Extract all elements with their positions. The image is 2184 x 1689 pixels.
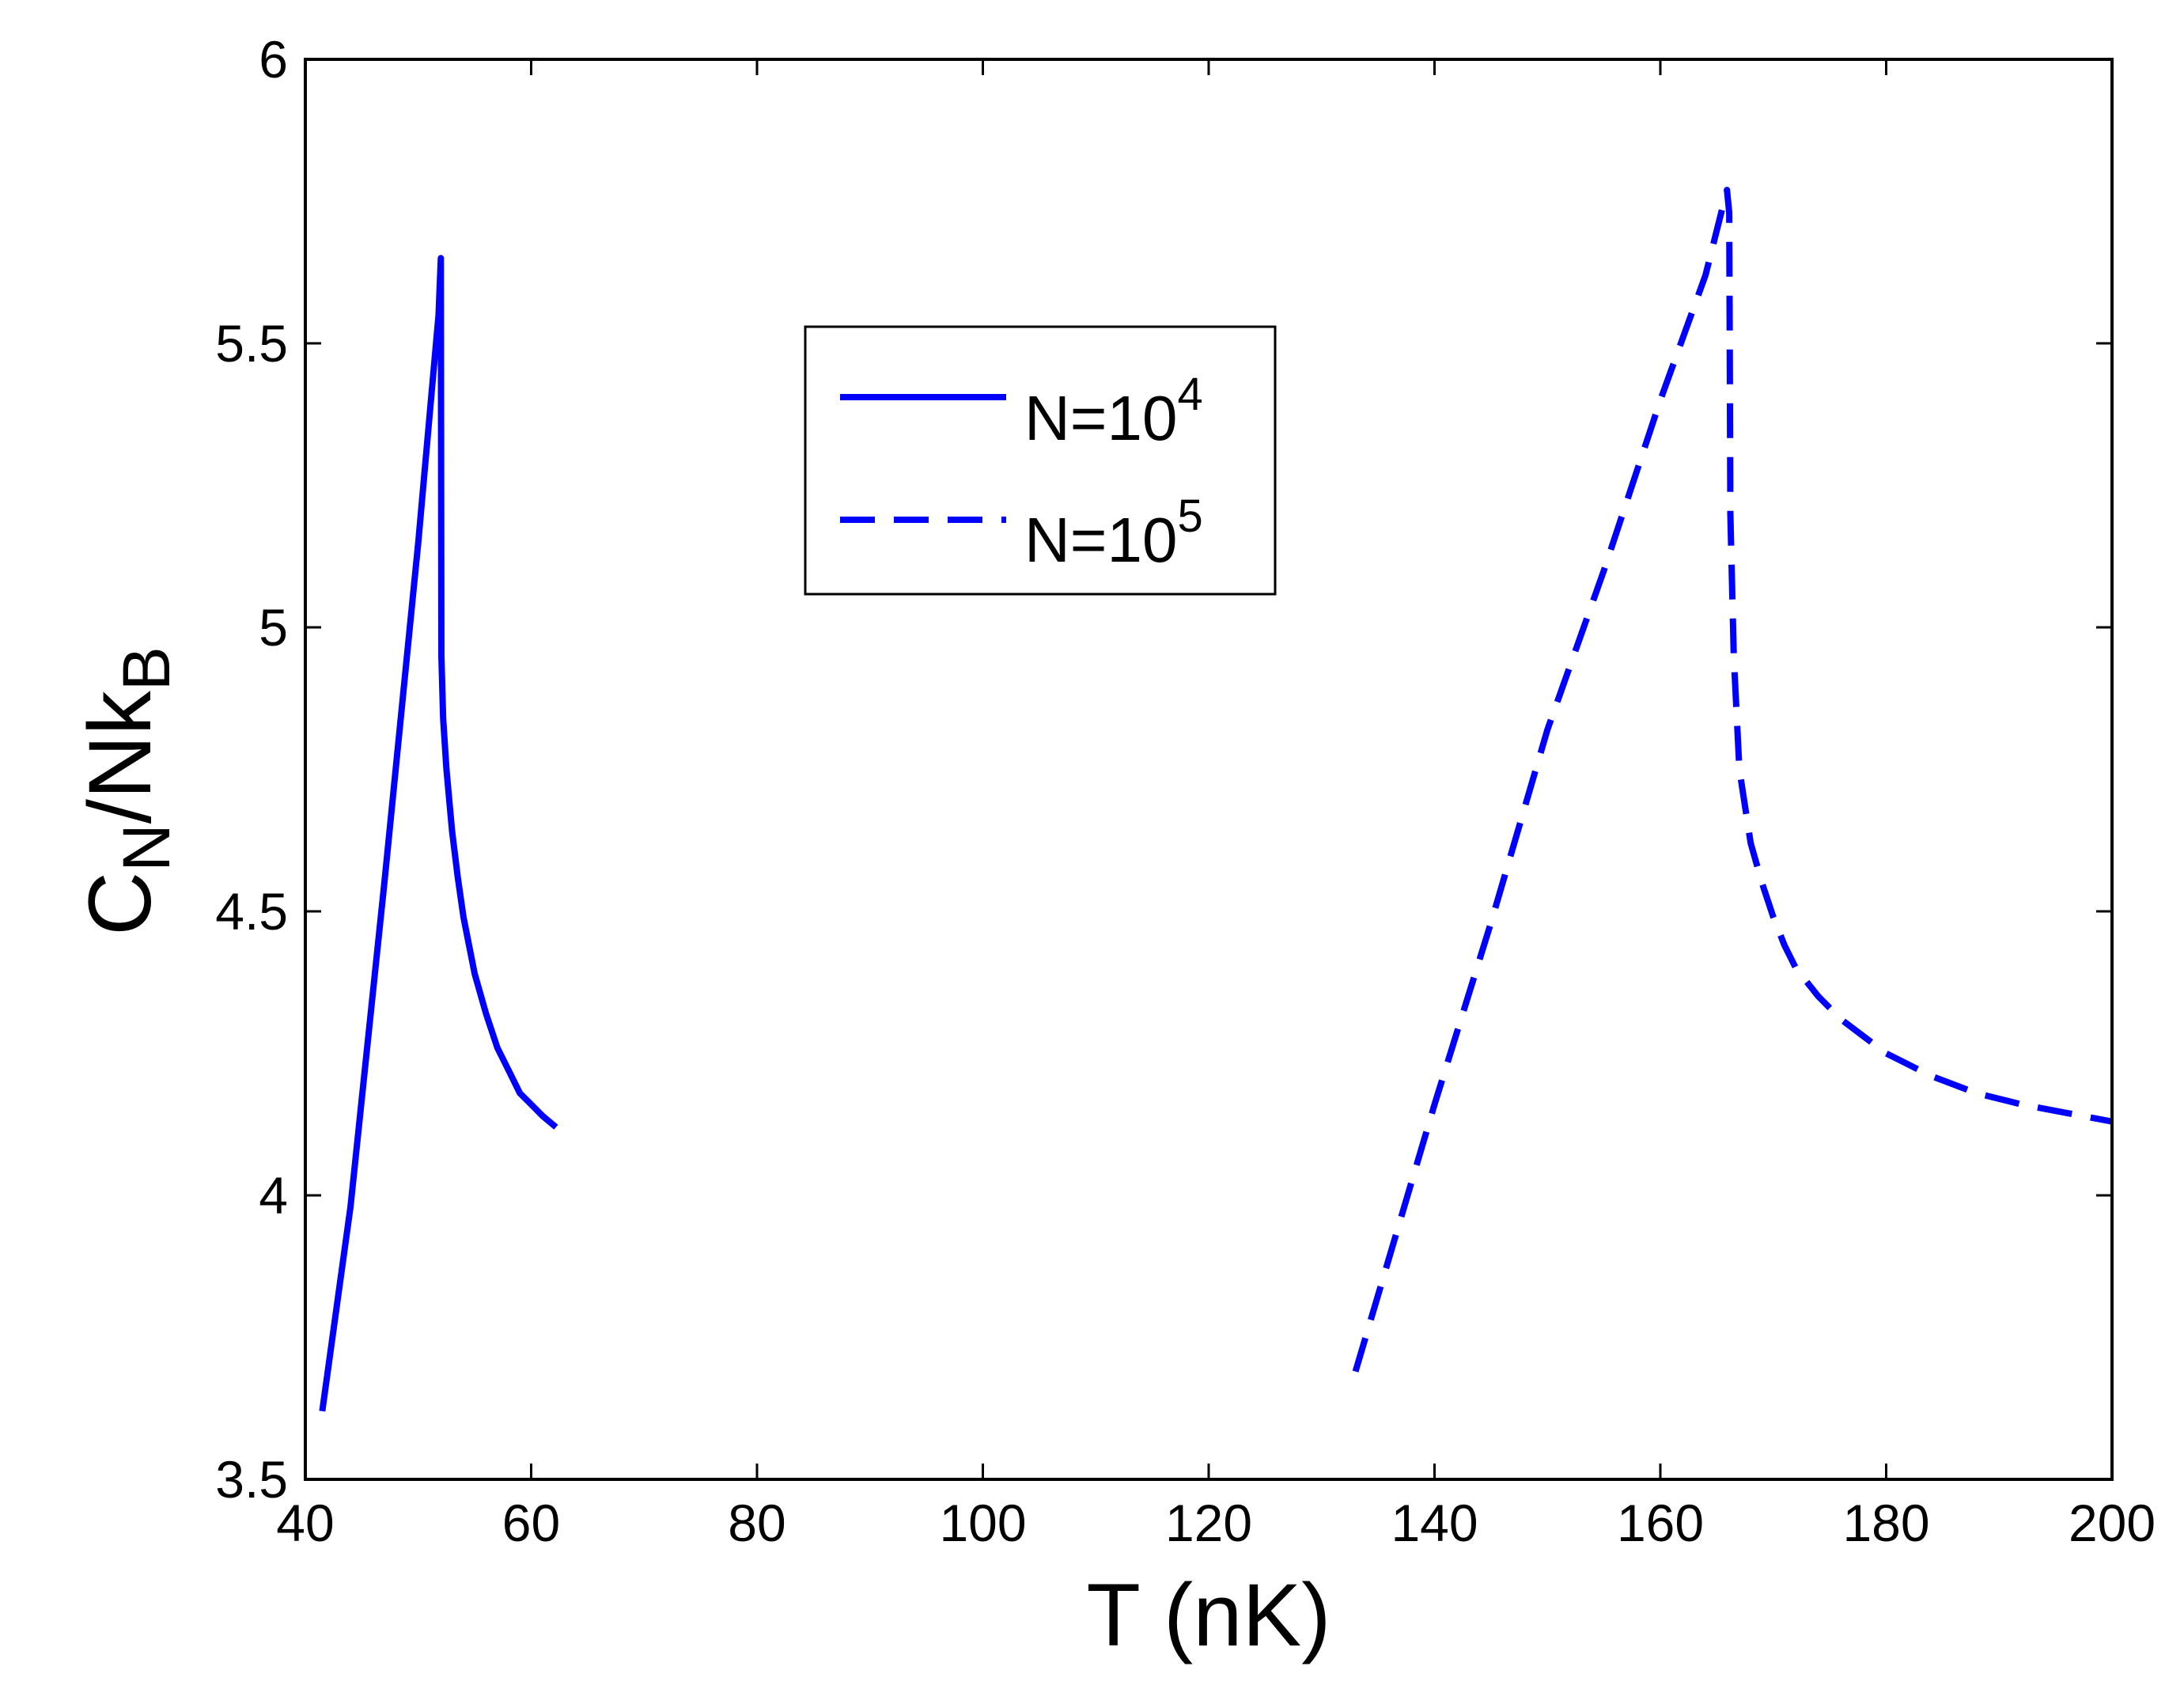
svg-text:CN/NkB: CN/NkB (70, 646, 184, 936)
legend-label-n1e4-base: N=10 (1024, 383, 1177, 453)
y-tick-label: 5.5 (215, 314, 288, 373)
x-tick-label: 180 (1842, 1494, 1929, 1552)
y-tick-label: 3.5 (215, 1450, 288, 1509)
x-tick-label: 200 (2069, 1494, 2156, 1552)
x-tick-label: 80 (728, 1494, 785, 1552)
series-line-n1e4 (319, 255, 558, 1412)
y-tick-label: 6 (259, 30, 288, 89)
x-tick-label: 120 (1165, 1494, 1252, 1552)
legend-label-n1e5: N=105 (1024, 490, 1203, 575)
legend-label-n1e4: N=104 (1024, 369, 1203, 453)
legend-box (804, 325, 1277, 596)
x-tick-label: 160 (1617, 1494, 1704, 1552)
y-tick-label: 4 (259, 1166, 288, 1225)
y-tick-label: 4.5 (215, 882, 288, 941)
y-tick-label: 5 (259, 598, 288, 657)
x-tick-label: 60 (502, 1494, 560, 1552)
y-axis-label: CN/NkB (70, 646, 184, 936)
legend: N=104 N=105 (804, 325, 1277, 596)
y-axis-label-sub-n: N (109, 824, 184, 872)
y-axis-label-mid: /Nk (70, 690, 169, 824)
x-tick-label: 100 (939, 1494, 1026, 1552)
x-tick-label: 40 (276, 1494, 334, 1552)
legend-label-n1e5-exp: 5 (1177, 490, 1202, 542)
y-axis-label-main: C (70, 872, 169, 936)
legend-label-n1e5-base: N=10 (1024, 505, 1177, 575)
legend-label-n1e4-exp: 4 (1177, 369, 1202, 420)
plot-layer (319, 187, 2113, 1412)
x-tick-label: 140 (1391, 1494, 1478, 1552)
x-axis-label: T (nK) (1086, 1566, 1330, 1664)
y-axis-label-sub-b: B (109, 646, 184, 691)
axis-ticks: 40 60 80 100 120 140 160 180 200 3.5 4 4.5 5 5.5 6 (215, 30, 2156, 1552)
series-line-n1e5 (1352, 187, 2113, 1373)
